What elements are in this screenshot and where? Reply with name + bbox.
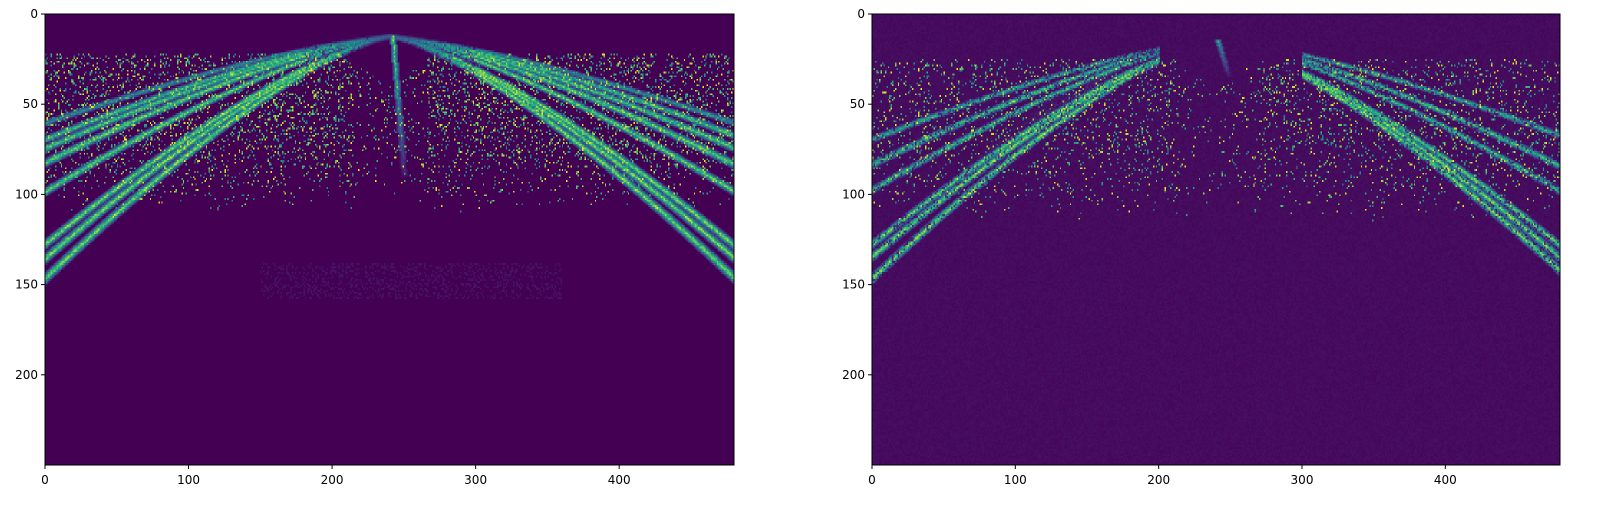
- right-x-tick-label: 0: [868, 473, 876, 487]
- left-x-tick-label: 0: [41, 473, 49, 487]
- left-x-tick-label: 100: [177, 473, 200, 487]
- left-axes-frame: [44, 13, 735, 466]
- left-y-tick-label: 100: [15, 187, 38, 201]
- right-x-tick-label: 400: [1434, 473, 1457, 487]
- right-axes-frame: [871, 13, 1561, 466]
- left-y-tick-label: 0: [30, 7, 38, 21]
- left-y-tick-label: 150: [15, 278, 38, 292]
- right-x-tick-label: 100: [1004, 473, 1027, 487]
- right-x-tick-label: 200: [1147, 473, 1170, 487]
- right-y-tick-label: 0: [857, 7, 865, 21]
- heatmap-right-svg: 0 100 200 300 400 0 50 100 150 200: [842, 7, 1561, 487]
- right-y-tick-label: 150: [842, 278, 865, 292]
- left-heatmap-image: [45, 14, 734, 465]
- right-heatmap-image: [872, 14, 1560, 465]
- heatmap-panel-right: 0 100 200 300 400 0 50 100 150 200: [826, 0, 1606, 510]
- left-x-tick-label: 200: [321, 473, 344, 487]
- left-y-tick-label: 200: [15, 368, 38, 382]
- right-y-tick-label: 200: [842, 368, 865, 382]
- left-x-tick-label: 300: [464, 473, 487, 487]
- heatmap-left-svg: 0 100 200 300 400 0 50 100 150 200: [15, 7, 735, 487]
- right-y-tick-label: 100: [842, 187, 865, 201]
- heatmap-panel-left: 0 100 200 300 400 0 50 100 150 200: [0, 0, 800, 510]
- left-y-tick-label: 50: [23, 97, 38, 111]
- right-x-tick-label: 300: [1291, 473, 1314, 487]
- right-y-tick-label: 50: [850, 97, 865, 111]
- left-x-tick-label: 400: [608, 473, 631, 487]
